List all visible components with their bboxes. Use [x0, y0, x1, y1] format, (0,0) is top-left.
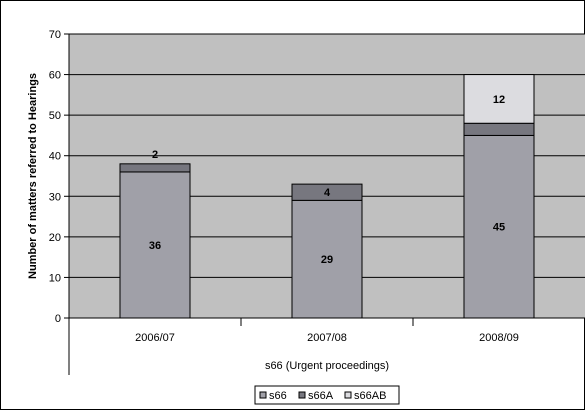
y-tick-label: 20 — [49, 232, 61, 244]
y-tick-label: 50 — [49, 110, 61, 122]
legend-label: s66A — [308, 390, 334, 402]
legend-swatch — [298, 391, 306, 399]
data-label: 36 — [149, 240, 161, 252]
x-tick-label: 2008/09 — [479, 332, 519, 344]
bar-segment — [291, 183, 363, 201]
x-tick-label: 2007/08 — [307, 332, 347, 344]
legend-swatch — [344, 391, 352, 399]
y-tick-label: 30 — [49, 191, 61, 203]
legend: s66 s66A s66AB — [254, 385, 400, 405]
bar-segment — [119, 163, 191, 173]
x-axis-ticks: 2006/07 2007/08 2008/09 — [68, 318, 519, 375]
data-label: 4 — [324, 187, 331, 199]
y-axis-ticks: 0 10 20 30 40 50 60 70 — [49, 29, 69, 325]
bar-segment — [463, 134, 535, 319]
data-label: 2 — [152, 149, 158, 161]
y-axis-label: Number of matters referred to Hearings — [27, 73, 39, 279]
y-tick-label: 70 — [49, 29, 61, 41]
y-tick-label: 60 — [49, 70, 61, 82]
legend-box — [254, 385, 400, 405]
data-label: 12 — [493, 94, 505, 106]
axes — [68, 34, 585, 319]
x-tick-label: 2006/07 — [135, 332, 175, 344]
legend-label: s66 — [269, 390, 287, 402]
legend-label: s66AB — [354, 390, 386, 402]
y-tick-label: 0 — [55, 313, 61, 325]
legend-swatch — [259, 391, 267, 399]
x-axis-label: s66 (Urgent proceedings) — [265, 360, 389, 372]
y-tick-label: 10 — [49, 272, 61, 284]
bar-segment — [463, 122, 535, 136]
y-tick-label: 40 — [49, 151, 61, 163]
data-label: 45 — [493, 222, 505, 234]
bar-segment — [463, 74, 535, 124]
bars: 36229445312 — [119, 74, 535, 319]
data-label: 29 — [321, 254, 333, 266]
bar-segment — [119, 171, 191, 319]
